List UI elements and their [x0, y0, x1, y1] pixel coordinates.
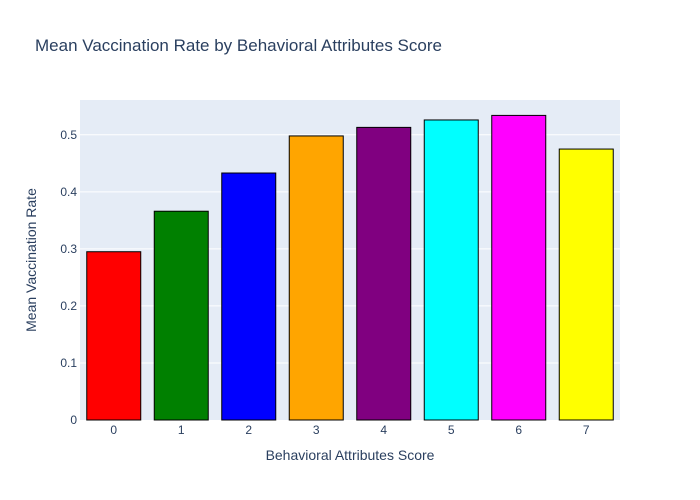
- x-axis-ticks: 0 1 2 3 4 5 6 7: [110, 423, 590, 437]
- y-tick-label: 0.4: [60, 185, 77, 199]
- y-axis-title: Mean Vaccination Rate: [23, 188, 39, 332]
- x-tick-label: 5: [448, 423, 455, 437]
- x-tick-label: 7: [583, 423, 590, 437]
- bar-score-4[interactable]: [356, 126, 412, 421]
- y-tick-label: 0.2: [60, 299, 77, 313]
- x-tick-label: 3: [313, 423, 320, 437]
- y-axis-ticks: 0 0.1 0.2 0.3 0.4 0.5: [60, 128, 77, 427]
- bars: [86, 114, 614, 421]
- bar-score-0[interactable]: [86, 251, 142, 421]
- bar-score-2[interactable]: [221, 172, 277, 421]
- x-tick-label: 0: [110, 423, 117, 437]
- bar-score-5[interactable]: [423, 119, 479, 421]
- x-tick-label: 6: [515, 423, 522, 437]
- chart-title: Mean Vaccination Rate by Behavioral Attr…: [35, 36, 442, 55]
- bar-score-7[interactable]: [558, 148, 614, 421]
- x-tick-label: 2: [245, 423, 252, 437]
- y-tick-label: 0.5: [60, 128, 77, 142]
- x-axis-title: Behavioral Attributes Score: [266, 447, 435, 463]
- bar-score-1[interactable]: [153, 210, 209, 421]
- y-tick-label: 0.1: [60, 356, 77, 370]
- y-tick-label: 0: [70, 413, 77, 427]
- x-tick-label: 4: [380, 423, 387, 437]
- y-tick-label: 0.3: [60, 242, 77, 256]
- bar-score-6[interactable]: [491, 114, 547, 421]
- x-tick-label: 1: [178, 423, 185, 437]
- bar-score-3[interactable]: [288, 135, 344, 421]
